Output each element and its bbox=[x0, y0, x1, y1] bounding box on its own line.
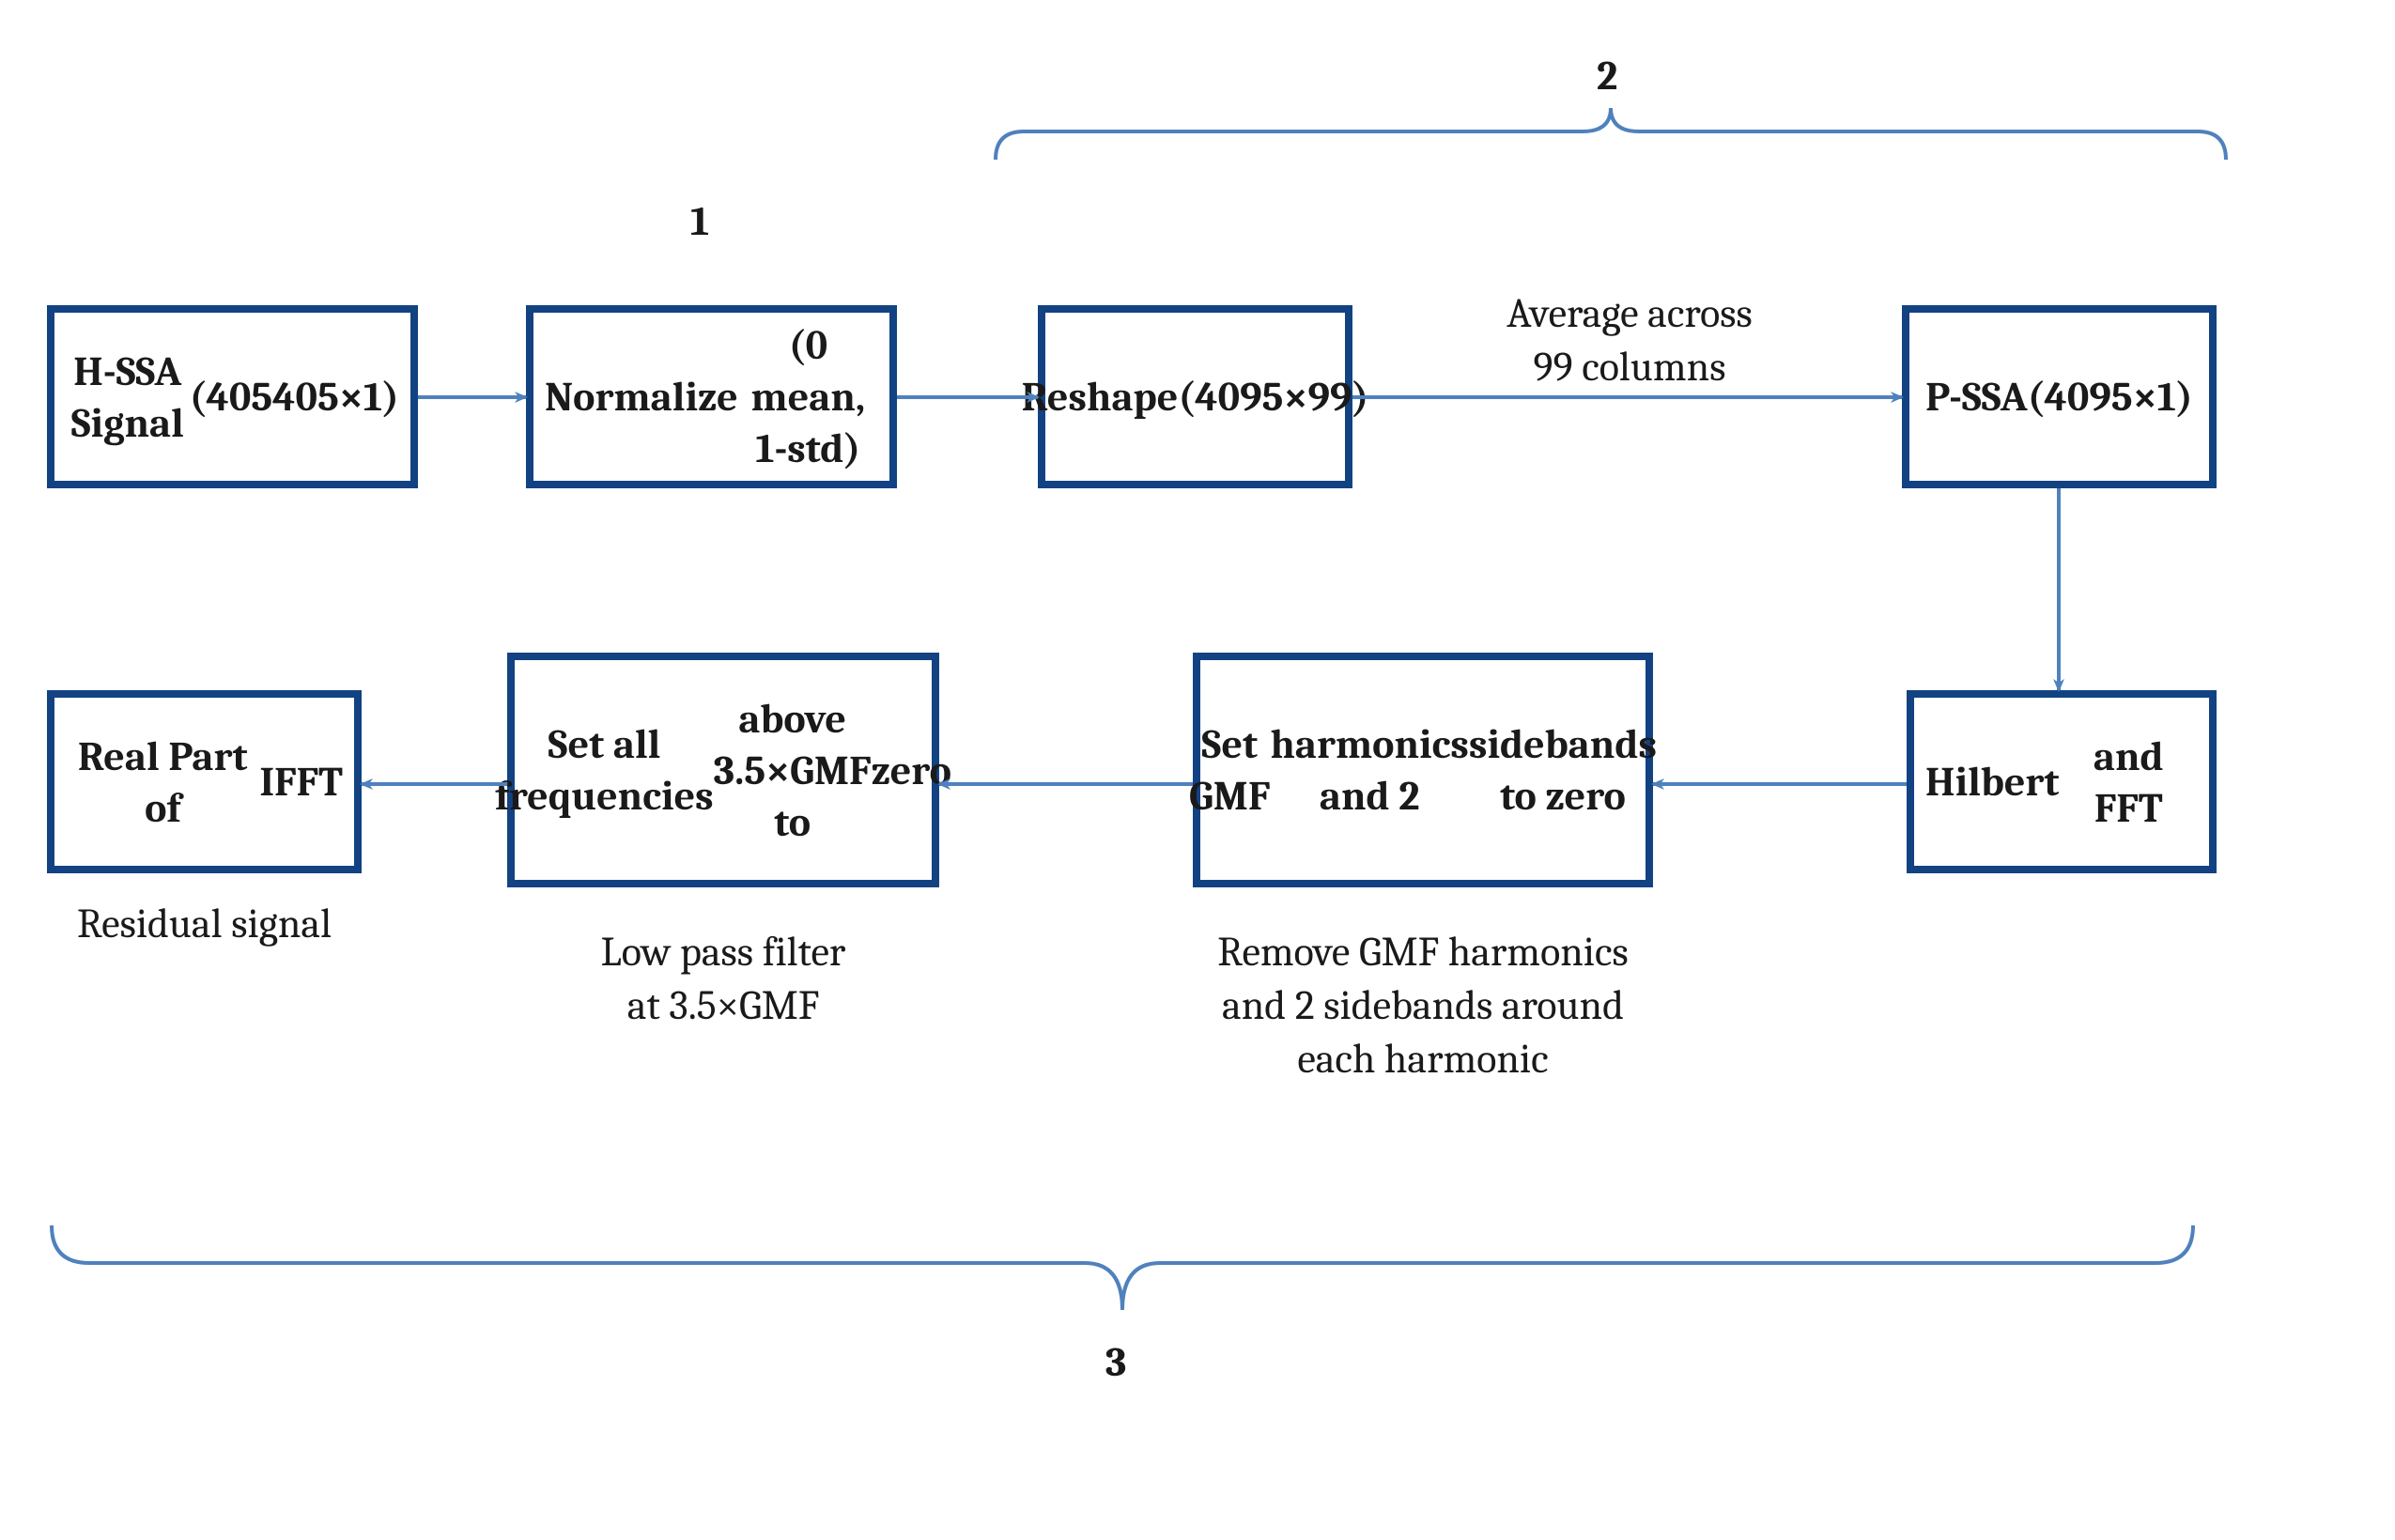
caption-remove-gmf: Remove GMF harmonicsand 2 sidebands arou… bbox=[1066, 925, 1780, 1086]
node-reshape: Reshape(4095×99) bbox=[1038, 305, 1352, 488]
group-label-2: 2 bbox=[1597, 52, 1617, 100]
node-hilbert-fft: Hilbertand FFT bbox=[1907, 690, 2217, 873]
caption-residual-signal: Residual signal bbox=[47, 897, 362, 950]
node-normalize: Normalize(0 mean, 1-std) bbox=[526, 305, 897, 488]
node-pssa: P-SSA(4095×1) bbox=[1902, 305, 2217, 488]
group-label-1: 1 bbox=[690, 197, 709, 245]
node-set-freq-zero: Set all frequenciesabove 3.5×GMF tozero bbox=[507, 653, 939, 887]
node-real-part-ifft: Real Part ofIFFT bbox=[47, 690, 362, 873]
brace-bottom bbox=[52, 1225, 2193, 1310]
caption-average-columns: Average across99 columns bbox=[1367, 286, 1893, 393]
brace-top bbox=[996, 108, 2226, 160]
caption-low-pass-filter: Low pass filterat 3.5×GMF bbox=[507, 925, 939, 1032]
node-set-gmf-zero: Set GMFharmonics and 2sidebands to zero bbox=[1193, 653, 1653, 887]
node-hssa-signal: H-SSA Signal(405405×1) bbox=[47, 305, 418, 488]
diagram-stage: H-SSA Signal(405405×1) Normalize(0 mean,… bbox=[0, 0, 2395, 1540]
group-label-3: 3 bbox=[1105, 1338, 1126, 1386]
